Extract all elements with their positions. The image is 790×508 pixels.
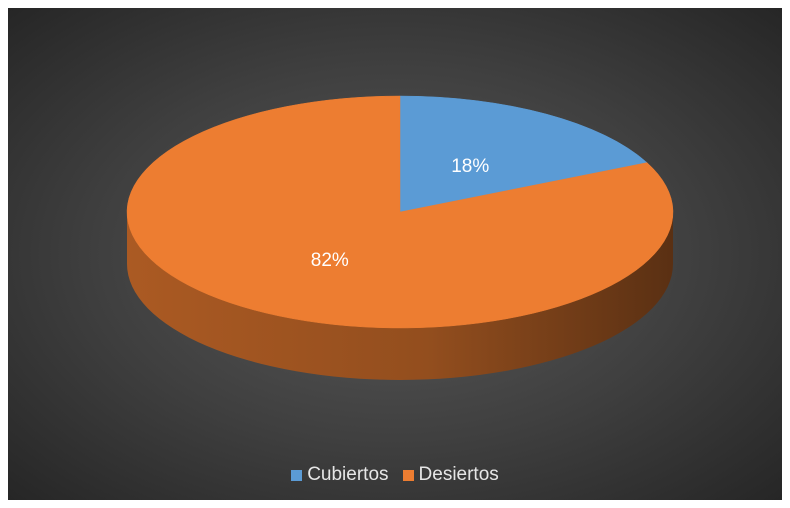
- legend: Cubiertos Desiertos: [8, 464, 782, 486]
- chart-area: 18% 82% Cubiertos Desiertos: [8, 8, 782, 500]
- legend-swatch-desiertos: [402, 469, 414, 481]
- pie-side-desiertos: [127, 212, 673, 380]
- legend-label-cubiertos: Cubiertos: [307, 464, 389, 485]
- legend-label-desiertos: Desiertos: [418, 464, 499, 485]
- legend-item-desiertos: Desiertos: [402, 464, 499, 486]
- legend-item-cubiertos: Cubiertos: [291, 464, 389, 486]
- data-label-cubiertos: 18%: [451, 156, 489, 177]
- data-label-desiertos: 82%: [311, 250, 349, 271]
- legend-swatch-cubiertos: [291, 469, 303, 481]
- pie-slice-desiertos: [126, 95, 674, 329]
- pie-chart: 18% 82%: [126, 95, 674, 380]
- pie-slice-cubiertos: [399, 95, 648, 213]
